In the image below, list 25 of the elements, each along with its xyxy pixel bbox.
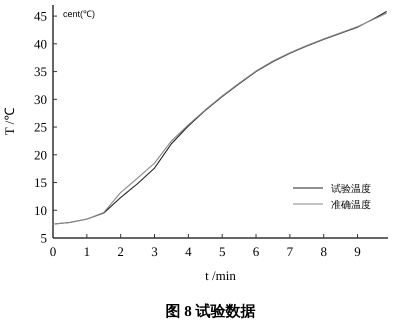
x-tick-label: 1 (84, 244, 90, 259)
y-tick-label: 25 (34, 120, 47, 135)
x-tick-label: 0 (50, 244, 56, 259)
y-tick-label: 45 (34, 8, 47, 24)
y-tick-label: 10 (34, 202, 47, 218)
x-tick-label: 2 (117, 244, 124, 259)
x-tick-label: 5 (218, 244, 226, 259)
x-tick-label: 6 (252, 244, 260, 259)
y-tick-label: 35 (34, 64, 47, 80)
annotation: cent(℃) (63, 9, 96, 19)
x-axis-title: t /min (205, 268, 236, 283)
legend-label: 试验温度 (331, 183, 371, 195)
y-tick-label: 40 (34, 36, 47, 52)
y-tick-label: 5 (40, 230, 47, 246)
legend-label: 准确温度 (331, 199, 371, 211)
y-axis-title: T /℃ (2, 108, 17, 136)
y-tick-label: 15 (34, 175, 47, 190)
x-tick-label: 4 (185, 244, 192, 259)
y-tick-label: 30 (34, 92, 47, 107)
x-tick-label: 7 (286, 244, 294, 259)
y-tick-label: 20 (34, 147, 47, 162)
x-tick-label: 3 (151, 244, 158, 259)
x-tick-label: 8 (320, 244, 327, 259)
text: 图 8 试验数据 (166, 303, 256, 320)
x-tick-label: 9 (354, 244, 361, 259)
